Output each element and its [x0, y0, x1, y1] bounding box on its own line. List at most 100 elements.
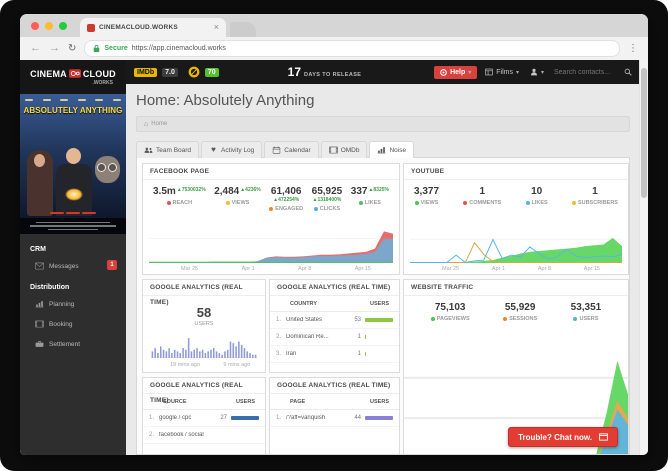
secure-label: Secure — [104, 45, 128, 52]
legend-dot — [430, 317, 435, 321]
poster-glow-orb — [62, 186, 86, 203]
column-label: USERS — [370, 301, 389, 307]
table-header: COUNTRY USERS — [270, 296, 399, 312]
browser-window: CINEMACLOUD.WORKS × ← → ↻ Secure https:/… — [20, 14, 648, 455]
sidebar-item-label: Settlement — [49, 340, 81, 348]
tab-calendar[interactable]: Calendar — [264, 141, 319, 158]
sidebar-item-planning[interactable]: Planning — [20, 294, 126, 314]
stat-value: 53,351 — [570, 302, 602, 313]
stat-value-row: 53,351 — [571, 303, 602, 313]
back-button[interactable]: ← — [30, 42, 41, 54]
tab-omdb[interactable]: OMDb — [320, 141, 368, 158]
stat-value-row: 1 — [592, 187, 598, 197]
new-tab-button[interactable] — [230, 22, 256, 37]
row-value: 27 — [220, 415, 227, 421]
tab-activity-log[interactable]: ♥ Activity Log — [201, 141, 263, 158]
poster-tagline — [20, 211, 126, 214]
stat-label-text: VIEWS — [420, 200, 439, 206]
tab-close-icon[interactable]: × — [213, 22, 219, 32]
row-value: 53 — [354, 317, 361, 323]
stat-value-row: 65,925 — [312, 187, 343, 197]
projector-icon — [68, 69, 81, 78]
days-to-release: 17 DAYS TO RELEASE — [288, 65, 362, 79]
sidebar-item-settlement[interactable]: Settlement — [20, 334, 126, 354]
imdb-rating: 7.0 — [162, 67, 178, 77]
stat-label: USERS — [573, 316, 598, 322]
stat-value-row: 10 — [531, 187, 542, 197]
tab-label: Calendar — [284, 146, 311, 154]
zoom-window-button[interactable] — [59, 22, 67, 30]
minimize-window-button[interactable] — [45, 22, 53, 30]
breadcrumb-home[interactable]: Home — [151, 121, 168, 127]
tab-noise[interactable]: Noise — [369, 141, 415, 158]
reload-button[interactable]: ↻ — [68, 43, 77, 54]
scrollbar-thumb[interactable] — [641, 68, 647, 198]
movie-poster: ABSOLUTELY ANYTHING — [20, 94, 126, 234]
sparkline-time-labels: 19 mins ago 9 mins ago — [151, 362, 257, 368]
tab-label: Noise — [389, 146, 407, 154]
stat-reach: 3.5m ▲7530032% REACH — [153, 187, 206, 212]
table-row[interactable]: 1. United States 53 — [270, 312, 399, 329]
legend-dot — [463, 201, 468, 205]
panel-title: FACEBOOK PAGE — [143, 164, 399, 180]
stat-views: 2,484 ▲4236% VIEWS — [214, 187, 261, 212]
youtube-panel: YOUTUBE 3,377 VIEWS 1 COMMENTS 10 LIKES 1 SUBSC… — [403, 163, 629, 275]
table-row[interactable]: 1. google / cpc 27 — [143, 410, 265, 427]
table-row[interactable]: 3. Iran 1 — [270, 346, 399, 363]
help-icon — [440, 68, 447, 76]
page-content: Home: Absolutely Anything ⌂ Home Team Bo… — [126, 84, 640, 455]
youtube-chart-xaxis: Mar 25 Apr 1 Apr 8 Apr 15 — [410, 266, 622, 272]
app-logo[interactable]: CINEMA CLOUD .WORKS — [20, 60, 126, 94]
sidebar-item-booking[interactable]: Booking — [20, 314, 126, 334]
main-area: IMDb 7.0 70 17 DAYS TO RELEASE Help ▾ — [126, 60, 640, 455]
chat-now-button[interactable]: Trouble? Chat now. — [508, 427, 618, 447]
dashboard: FACEBOOK PAGE 3.5m ▲7530032% REACH 2,484 ▲42… — [136, 157, 630, 455]
user-menu[interactable]: ▾ — [527, 65, 547, 79]
help-button[interactable]: Help ▾ — [434, 65, 478, 79]
legend-dot — [503, 317, 508, 321]
stat-comments: 1 COMMENTS — [463, 187, 501, 206]
chevron-down-icon: ▾ — [515, 69, 519, 76]
search-icon[interactable] — [624, 68, 632, 76]
facebook-chart — [149, 229, 393, 263]
stat-likes: 10 LIKES — [525, 187, 548, 206]
browser-tab[interactable]: CINEMACLOUD.WORKS × — [80, 18, 226, 37]
column-label: COUNTRY — [290, 301, 317, 307]
tab-favicon — [87, 23, 95, 32]
browser-menu-icon[interactable]: ⋮ — [628, 43, 638, 54]
row-rank: 2. — [276, 334, 282, 340]
panel-title: GOOGLE ANALYTICS (REAL TIME) — [143, 280, 265, 306]
row-bar — [365, 416, 393, 420]
row-rank: 1. — [149, 415, 155, 421]
search-input[interactable] — [552, 67, 620, 77]
sidebar-item-messages[interactable]: Messages 1 — [20, 256, 126, 276]
chart-facebook_engagement — [149, 231, 393, 263]
page-scrollbar[interactable] — [639, 60, 648, 455]
legend-dot — [525, 201, 530, 205]
panel-title: GOOGLE ANALYTICS (REAL TIME) — [143, 378, 265, 404]
chevron-down-icon: ▾ — [540, 69, 544, 76]
stat-views: 3,377 VIEWS — [414, 187, 439, 207]
heart-icon: ♥ — [211, 145, 216, 154]
stat-value: 55,929 — [504, 302, 536, 313]
films-menu[interactable]: Films ▾ — [482, 65, 522, 79]
lock-icon — [93, 44, 100, 53]
tab-team-board[interactable]: Team Board — [136, 141, 200, 158]
legend-dot — [313, 207, 318, 211]
stat-label-text: PAGEVIEWS — [436, 316, 470, 322]
ga-realtime-users-panel: GOOGLE ANALYTICS (REAL TIME) 58 USERS 19… — [142, 279, 266, 373]
stat-value-row: 3,377 — [414, 187, 439, 197]
stat-label-text: REACH — [172, 200, 193, 206]
column-label: USERS — [236, 399, 255, 405]
close-window-button[interactable] — [31, 22, 39, 30]
logo-text-left: CINEMA — [30, 68, 67, 79]
table-row[interactable]: 2. facebook / social — [143, 427, 265, 444]
table-row[interactable]: 1. /?aff=vanquish 44 — [270, 410, 399, 427]
row-bar — [365, 352, 393, 356]
browser-address-bar: ← → ↻ Secure https://app.cinemacloud.wor… — [20, 37, 648, 60]
forward-button[interactable]: → — [49, 42, 60, 54]
app-root: CINEMA CLOUD .WORKS ABSOLUTELY ANYTHING — [20, 60, 640, 455]
stat-label-text: SUBSCRIBERS — [577, 200, 618, 206]
url-box[interactable]: Secure https://app.cinemacloud.works — [84, 40, 620, 57]
table-row[interactable]: 2. Dominican Re... 1 — [270, 329, 399, 346]
